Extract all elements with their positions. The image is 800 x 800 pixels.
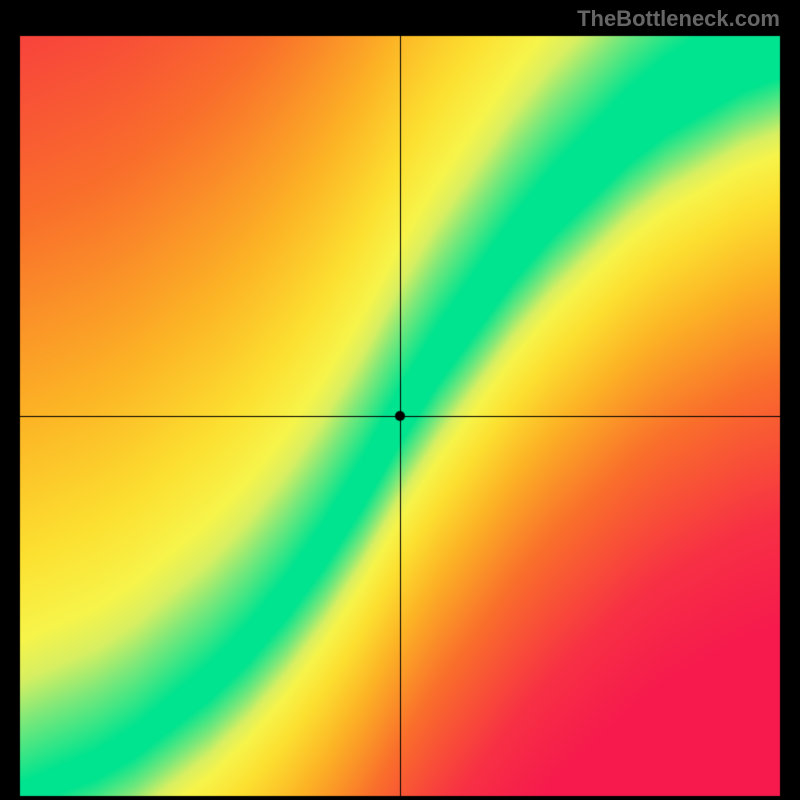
heatmap-canvas — [0, 0, 800, 800]
chart-container: TheBottleneck.com — [0, 0, 800, 800]
watermark-text: TheBottleneck.com — [577, 6, 780, 32]
